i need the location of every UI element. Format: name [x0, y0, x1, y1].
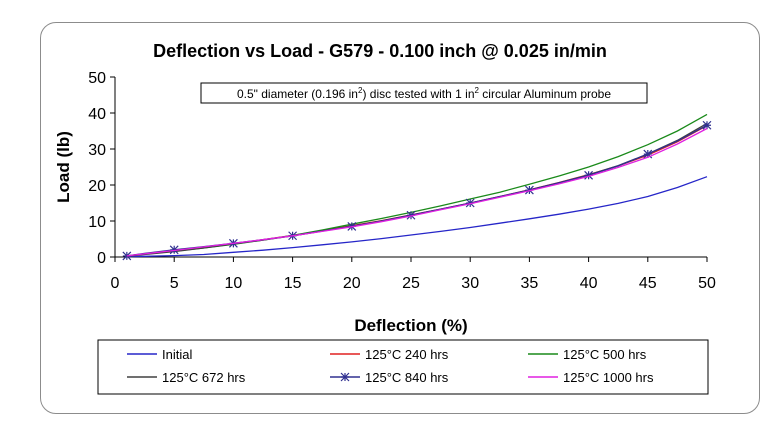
- legend-box: [97, 339, 709, 395]
- series-3: [126, 122, 708, 257]
- y-tick-label: 10: [88, 214, 106, 231]
- x-tick-label: 10: [225, 275, 243, 292]
- annotation-text-part: circular Aluminum probe: [479, 87, 611, 101]
- data-point-marker: [584, 170, 594, 180]
- annotation-box: [200, 82, 648, 104]
- legend-item: Initial: [127, 347, 192, 362]
- annotation-superscript: 2: [475, 86, 480, 95]
- legend-item: 125°C 672 hrs: [127, 370, 246, 385]
- series-line: [126, 176, 708, 258]
- legend-label: Initial: [162, 347, 192, 362]
- plot-area: 0 10 20 30 40 50 0 5 10 15 20 25 30 35 40 45 50 0.5" diam…: [88, 70, 716, 292]
- legend-item: 125°C 840 hrs: [330, 370, 449, 385]
- x-tick-label: 5: [170, 275, 179, 292]
- x-tick-label: 50: [698, 275, 716, 292]
- y-tick-label: 40: [88, 106, 106, 123]
- series-line: [126, 125, 708, 257]
- annotation: 0.5" diameter (0.196 in2) disc tested wi…: [200, 82, 648, 104]
- chart-title: Deflection vs Load - G579 - 0.100 inch @…: [153, 41, 607, 61]
- y-tick-label: 50: [88, 70, 106, 87]
- x-tick-label: 20: [343, 275, 361, 292]
- series-line: [126, 113, 708, 257]
- series-line: [126, 122, 708, 257]
- legend-label: 125°C 500 hrs: [563, 347, 647, 362]
- x-tick-label: 0: [111, 275, 120, 292]
- annotation-superscript: 2: [358, 86, 363, 95]
- legend-item: 125°C 500 hrs: [528, 347, 647, 362]
- data-point-marker: [643, 149, 653, 159]
- x-axis-title: Deflection (%): [354, 316, 467, 335]
- legend: Initial 125°C 240 hrs 125°C 500 hrs 125°C 6…: [97, 339, 709, 395]
- y-axis-title: Load (lb): [54, 131, 73, 203]
- series-2: [126, 113, 708, 257]
- series-line: [126, 127, 708, 257]
- x-tick-label: 15: [284, 275, 302, 292]
- x-tick-label: 30: [461, 275, 479, 292]
- series-5: [126, 127, 708, 257]
- legend-label: 125°C 1000 hrs: [563, 370, 654, 385]
- series-4: [122, 120, 712, 261]
- y-tick-label: 30: [88, 142, 106, 159]
- x-tick-label: 25: [402, 275, 420, 292]
- data-point-marker: [524, 185, 534, 195]
- annotation-text-part: 0.5" diameter (0.196 in: [237, 87, 358, 101]
- y-tick-label: 0: [97, 250, 106, 267]
- x-tick-label: 40: [580, 275, 598, 292]
- annotation-text: 0.5" diameter (0.196 in2) disc tested wi…: [237, 86, 611, 101]
- series-1: [126, 125, 708, 257]
- data-point-marker: [702, 120, 712, 130]
- data-point-marker: [406, 210, 416, 220]
- legend-item: 125°C 1000 hrs: [528, 370, 654, 385]
- data-point-marker: [465, 198, 475, 208]
- legend-marker: [340, 372, 350, 382]
- series-0: [126, 176, 708, 258]
- data-point-marker: [169, 245, 179, 255]
- legend-label: 125°C 672 hrs: [162, 370, 246, 385]
- x-tick-label: 45: [639, 275, 657, 292]
- x-tick-label: 35: [521, 275, 539, 292]
- y-tick-label: 20: [88, 178, 106, 195]
- legend-label: 125°C 240 hrs: [365, 347, 449, 362]
- annotation-text-part: ) disc tested with 1 in: [362, 87, 474, 101]
- legend-item: 125°C 240 hrs: [330, 347, 449, 362]
- series-line: [126, 124, 708, 257]
- legend-label: 125°C 840 hrs: [365, 370, 449, 385]
